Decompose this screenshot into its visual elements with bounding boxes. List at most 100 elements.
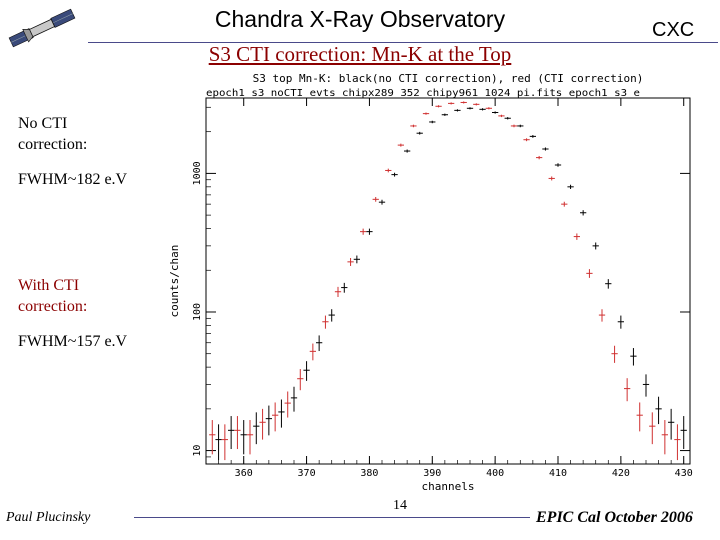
data-point: [265, 405, 272, 436]
data-point: [328, 309, 335, 322]
data-point: [416, 131, 423, 135]
x-tick-label: 360: [235, 468, 253, 479]
chart-title: S3 top Mn-K: black(no CTI correction), r…: [253, 72, 644, 85]
data-point: [303, 361, 310, 381]
fwhm-cti: FWHM~157 e.V: [18, 333, 128, 350]
data-point: [598, 309, 606, 322]
note-no-cti-line2: correction:: [18, 136, 88, 153]
y-tick-label: 100: [192, 303, 203, 321]
data-point: [253, 412, 260, 445]
data-point: [624, 378, 631, 402]
data-point: [347, 258, 354, 266]
data-point: [448, 102, 455, 105]
data-point: [498, 114, 505, 118]
data-point: [473, 103, 480, 106]
data-point: [290, 386, 298, 412]
data-point: [460, 101, 467, 104]
x-tick-label: 390: [423, 468, 441, 479]
slide-subtitle: S3 CTI correction: Mn-K at the Top: [208, 42, 512, 66]
data-point: [228, 416, 235, 450]
data-point: [454, 109, 461, 112]
data-point: [573, 233, 580, 240]
data-point: [404, 149, 411, 153]
data-point: [523, 138, 530, 142]
data-point: [548, 176, 555, 181]
cxc-label: CXC: [652, 19, 695, 41]
data-point: [661, 420, 668, 455]
data-point: [517, 124, 524, 128]
x-tick-label: 400: [486, 468, 504, 479]
data-point: [240, 420, 247, 455]
data-point: [397, 143, 404, 147]
note-cti-line1: With CTI: [18, 277, 80, 294]
footer-event: EPIC Cal October 2006: [536, 509, 693, 526]
note-cti-line2: correction:: [18, 298, 88, 315]
data-point: [510, 124, 518, 128]
y-axis-label: counts/chan: [168, 245, 181, 318]
data-point: [561, 201, 568, 207]
data-point: [322, 315, 329, 329]
data-point: [554, 163, 562, 167]
data-points: [209, 101, 687, 461]
data-point: [422, 112, 430, 115]
footer-author: Paul Plucinsky: [6, 510, 91, 525]
y-tick-label: 10: [192, 445, 203, 457]
data-point: [316, 335, 323, 352]
data-point: [586, 269, 593, 278]
data-point: [479, 108, 486, 111]
data-point: [309, 343, 316, 361]
y-axis: 10 100 1000: [192, 106, 690, 458]
data-point: [246, 420, 254, 455]
data-point: [636, 402, 643, 432]
data-point: [272, 402, 279, 432]
data-point: [221, 424, 228, 461]
data-point: [360, 228, 367, 235]
x-axis: 360 370 380 390 400 410 420 430: [218, 98, 693, 479]
data-point: [617, 315, 624, 329]
data-point: [536, 155, 543, 160]
data-point: [372, 197, 379, 202]
data-point: [297, 369, 304, 391]
bottom-rule: [134, 517, 530, 518]
data-point: [485, 107, 492, 110]
y-tick-label: 1000: [192, 161, 203, 185]
data-point: [209, 420, 216, 455]
plot-frame: [205, 97, 691, 465]
data-point: [334, 286, 342, 298]
data-point: [353, 255, 360, 264]
data-point: [680, 416, 687, 450]
data-point: [435, 105, 442, 108]
data-point: [674, 424, 681, 461]
data-point: [234, 416, 241, 450]
data-point: [429, 120, 436, 124]
data-point: [366, 228, 373, 235]
data-point: [466, 107, 474, 110]
data-point: [529, 134, 536, 138]
x-tick-label: 370: [298, 468, 316, 479]
data-point: [655, 396, 662, 425]
data-point: [668, 408, 675, 440]
data-point: [567, 184, 574, 189]
data-point: [592, 242, 599, 250]
data-point: [341, 282, 348, 293]
data-point: [504, 117, 511, 120]
data-point: [215, 424, 222, 461]
data-point: [259, 408, 266, 440]
data-point: [605, 279, 612, 289]
data-point: [542, 147, 549, 151]
data-point: [630, 348, 637, 366]
data-point: [385, 168, 392, 173]
note-no-cti-line1: No CTI: [18, 115, 68, 132]
x-tick-label: 380: [360, 468, 378, 479]
data-point: [642, 374, 650, 397]
data-point: [441, 113, 448, 116]
data-point: [378, 199, 386, 205]
x-tick-label: 430: [675, 468, 693, 479]
satellite-icon: [8, 8, 76, 48]
data-point: [580, 210, 587, 216]
page-number: 14: [393, 498, 407, 513]
slide-title: Chandra X-Ray Observatory: [214, 6, 506, 32]
data-point: [611, 345, 618, 363]
x-tick-label: 410: [549, 468, 567, 479]
